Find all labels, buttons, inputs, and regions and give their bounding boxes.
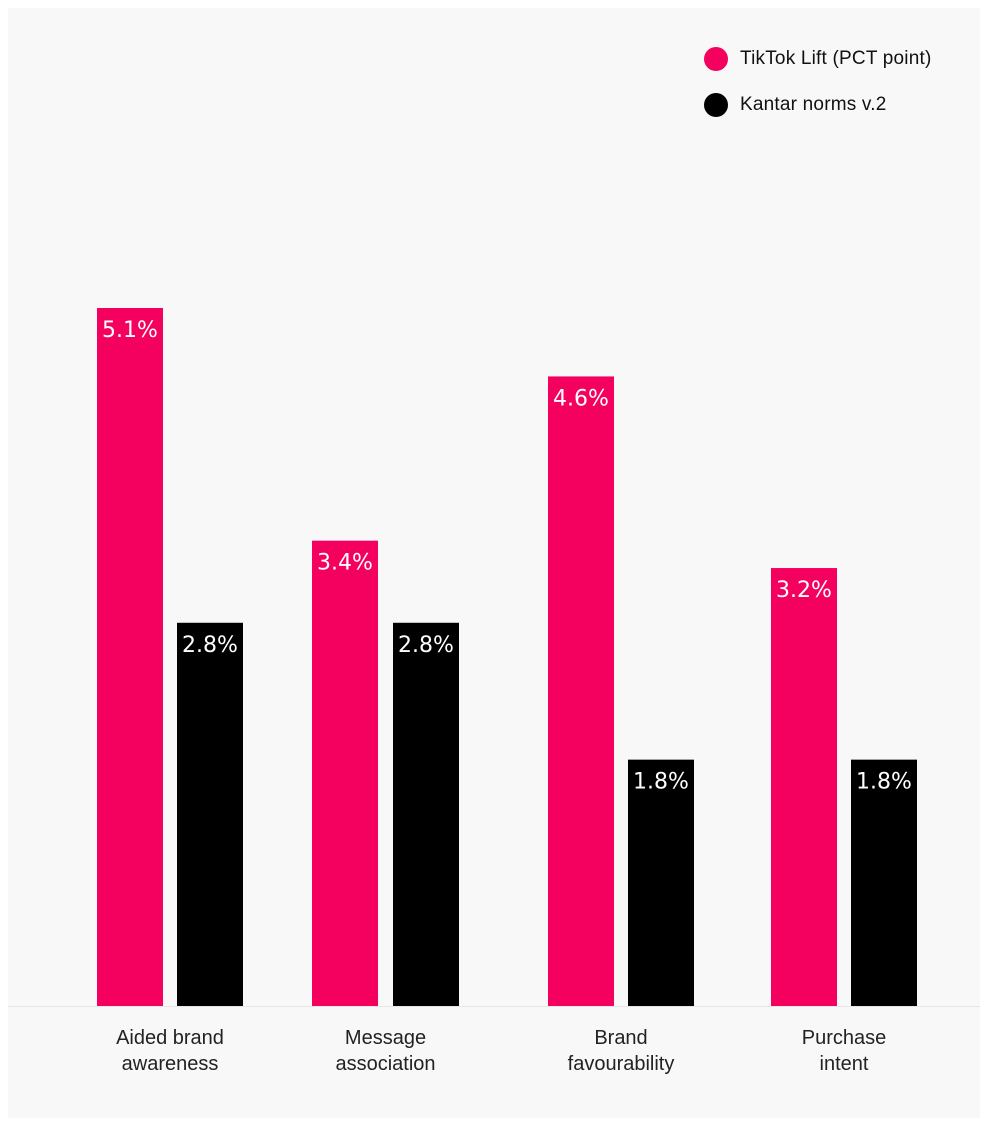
x-tick-label-3-line-2: favourability [568, 1053, 675, 1075]
x-tick-label-1-line-2: awareness [122, 1053, 219, 1075]
legend-label-tiktok-lift: TikTok Lift (PCT point) [740, 48, 932, 69]
data-label-tiktok-lift-pct-point-1: 5.1% [102, 318, 158, 343]
bar-kantar-norms-v-2-1 [177, 622, 243, 1006]
data-label-tiktok-lift-pct-point-3: 4.6% [553, 386, 609, 411]
legend-label-kantar-norms: Kantar norms v.2 [740, 94, 887, 115]
legend-swatch-tiktok-lift [704, 47, 728, 71]
bar-kantar-norms-v-2-3 [628, 759, 694, 1006]
legend-swatch-kantar-norms [704, 93, 728, 117]
x-tick-label-3-line-1: Brand [594, 1027, 647, 1049]
bar-kantar-norms-v-2-4 [851, 759, 917, 1006]
data-label-kantar-norms-v-2-1: 2.8% [182, 633, 238, 658]
bar-tiktok-lift-pct-point-4 [771, 568, 837, 1006]
data-label-kantar-norms-v-2-3: 1.8% [633, 770, 689, 795]
data-label-tiktok-lift-pct-point-2: 3.4% [317, 551, 373, 576]
data-label-tiktok-lift-pct-point-4: 3.2% [776, 578, 832, 603]
bar-tiktok-lift-pct-point-1 [97, 308, 163, 1006]
legend: TikTok Lift (PCT point) Kantar norms v.2 [704, 44, 931, 136]
bar-tiktok-lift-pct-point-3 [548, 376, 614, 1006]
x-tick-label-2-line-2: association [335, 1053, 435, 1075]
x-tick-label-4-line-1: Purchase [802, 1027, 887, 1049]
x-tick-label-4-line-2: intent [820, 1053, 869, 1075]
x-tick-label-1-line-1: Aided brand [116, 1027, 224, 1049]
data-label-kantar-norms-v-2-2: 2.8% [398, 633, 454, 658]
bar-tiktok-lift-pct-point-2 [312, 540, 378, 1006]
x-tick-label-2-line-1: Message [345, 1027, 426, 1049]
legend-item-tiktok-lift: TikTok Lift (PCT point) [704, 44, 931, 74]
bar-kantar-norms-v-2-2 [393, 622, 459, 1006]
data-label-kantar-norms-v-2-4: 1.8% [856, 770, 912, 795]
legend-item-kantar-norms: Kantar norms v.2 [704, 90, 931, 120]
